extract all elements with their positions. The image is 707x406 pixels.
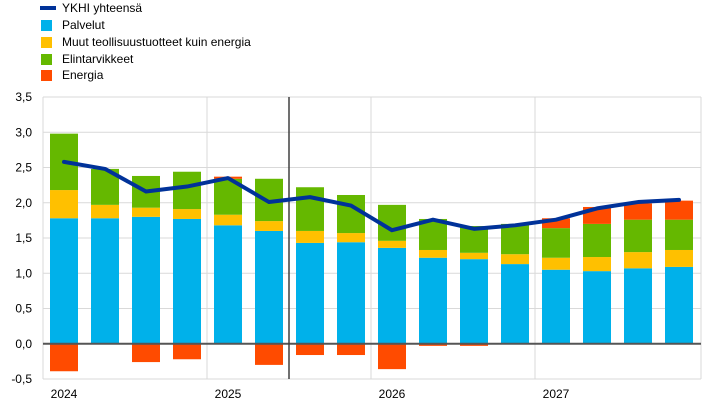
bar-palvelut [665,266,693,344]
bar-palvelut [419,257,447,344]
bar-palvelut [296,242,324,344]
bar-elintarvikkeet [583,223,611,258]
bar-palvelut [378,247,406,344]
x-tick-label: 2024 [51,387,78,401]
bar-palvelut [173,218,201,344]
x-tick-label: 2027 [543,387,570,401]
bar-muut-teollisuustuotteet-kuin-energia [583,257,611,272]
bar-palvelut [91,218,119,344]
bar-palvelut [50,218,78,344]
bar-elintarvikkeet [337,194,365,234]
y-tick-label: 0,5 [15,302,32,316]
bar-muut-teollisuustuotteet-kuin-energia [173,209,201,219]
bar-elintarvikkeet [501,223,529,255]
bar-elintarvikkeet [624,219,652,253]
bar-palvelut [255,230,283,344]
bar-elintarvikkeet [665,219,693,250]
bar-energia [337,343,365,356]
legend-label: Muut teollisuustuotteet kuin energia [62,35,251,49]
bar-palvelut [214,225,242,344]
legend-label: Elintarvikkeet [62,52,134,66]
y-tick-label: 1,0 [15,266,32,280]
bar-palvelut [501,264,529,344]
legend-swatch [41,20,52,31]
bar-muut-teollisuustuotteet-kuin-energia [132,207,160,217]
y-tick-label: -0,5 [11,372,32,386]
y-tick-label: 3,5 [15,90,32,104]
bar-palvelut [460,259,488,344]
bar-palvelut [132,216,160,344]
bar-elintarvikkeet [542,228,570,258]
bar-muut-teollisuustuotteet-kuin-energia [542,257,570,270]
bar-energia [50,343,78,372]
bar-energia [542,218,570,229]
x-tick-label: 2026 [379,387,406,401]
legend-label: Energia [62,68,104,82]
legend-swatch [41,70,52,81]
bar-palvelut [583,271,611,344]
bar-energia [173,343,201,360]
bar-energia [255,343,283,365]
bar-muut-teollisuustuotteet-kuin-energia [337,233,365,243]
legend-label: Palvelut [62,18,105,32]
bar-energia [296,343,324,356]
y-tick-label: 1,5 [15,231,32,245]
bar-palvelut [337,242,365,344]
bar-muut-teollisuustuotteet-kuin-energia [378,240,406,248]
bar-elintarvikkeet [173,171,201,210]
bar-energia [419,343,447,346]
bar-muut-teollisuustuotteet-kuin-energia [624,252,652,269]
bar-muut-teollisuustuotteet-kuin-energia [214,214,242,226]
bar-energia [665,200,693,220]
bar-energia [624,203,652,220]
bar-energia [378,343,406,370]
line-ykhi-total [62,159,681,233]
bar-elintarvikkeet [296,187,324,231]
x-tick-label: 2025 [215,387,242,401]
bar-palvelut [542,269,570,344]
y-tick-label: 2,0 [15,196,32,210]
y-tick-label: 2,5 [15,161,32,175]
bar-muut-teollisuustuotteet-kuin-energia [91,204,119,219]
bar-palvelut [624,268,652,344]
bar-muut-teollisuustuotteet-kuin-energia [665,249,693,267]
legend-swatch [41,54,52,65]
bar-muut-teollisuustuotteet-kuin-energia [501,254,529,265]
bar-muut-teollisuustuotteet-kuin-energia [460,252,488,260]
bar-energia [460,343,488,346]
legend-swatch [41,37,52,48]
y-tick-label: 0,0 [15,337,32,351]
legend-label: YKHI yhteensä [62,1,142,15]
bar-energia [132,343,160,363]
bar-muut-teollisuustuotteet-kuin-energia [419,249,447,258]
bar-muut-teollisuustuotteet-kuin-energia [255,221,283,231]
bar-muut-teollisuustuotteet-kuin-energia [296,230,324,243]
bar-muut-teollisuustuotteet-kuin-energia [50,190,78,219]
y-tick-label: 3,0 [15,125,32,139]
